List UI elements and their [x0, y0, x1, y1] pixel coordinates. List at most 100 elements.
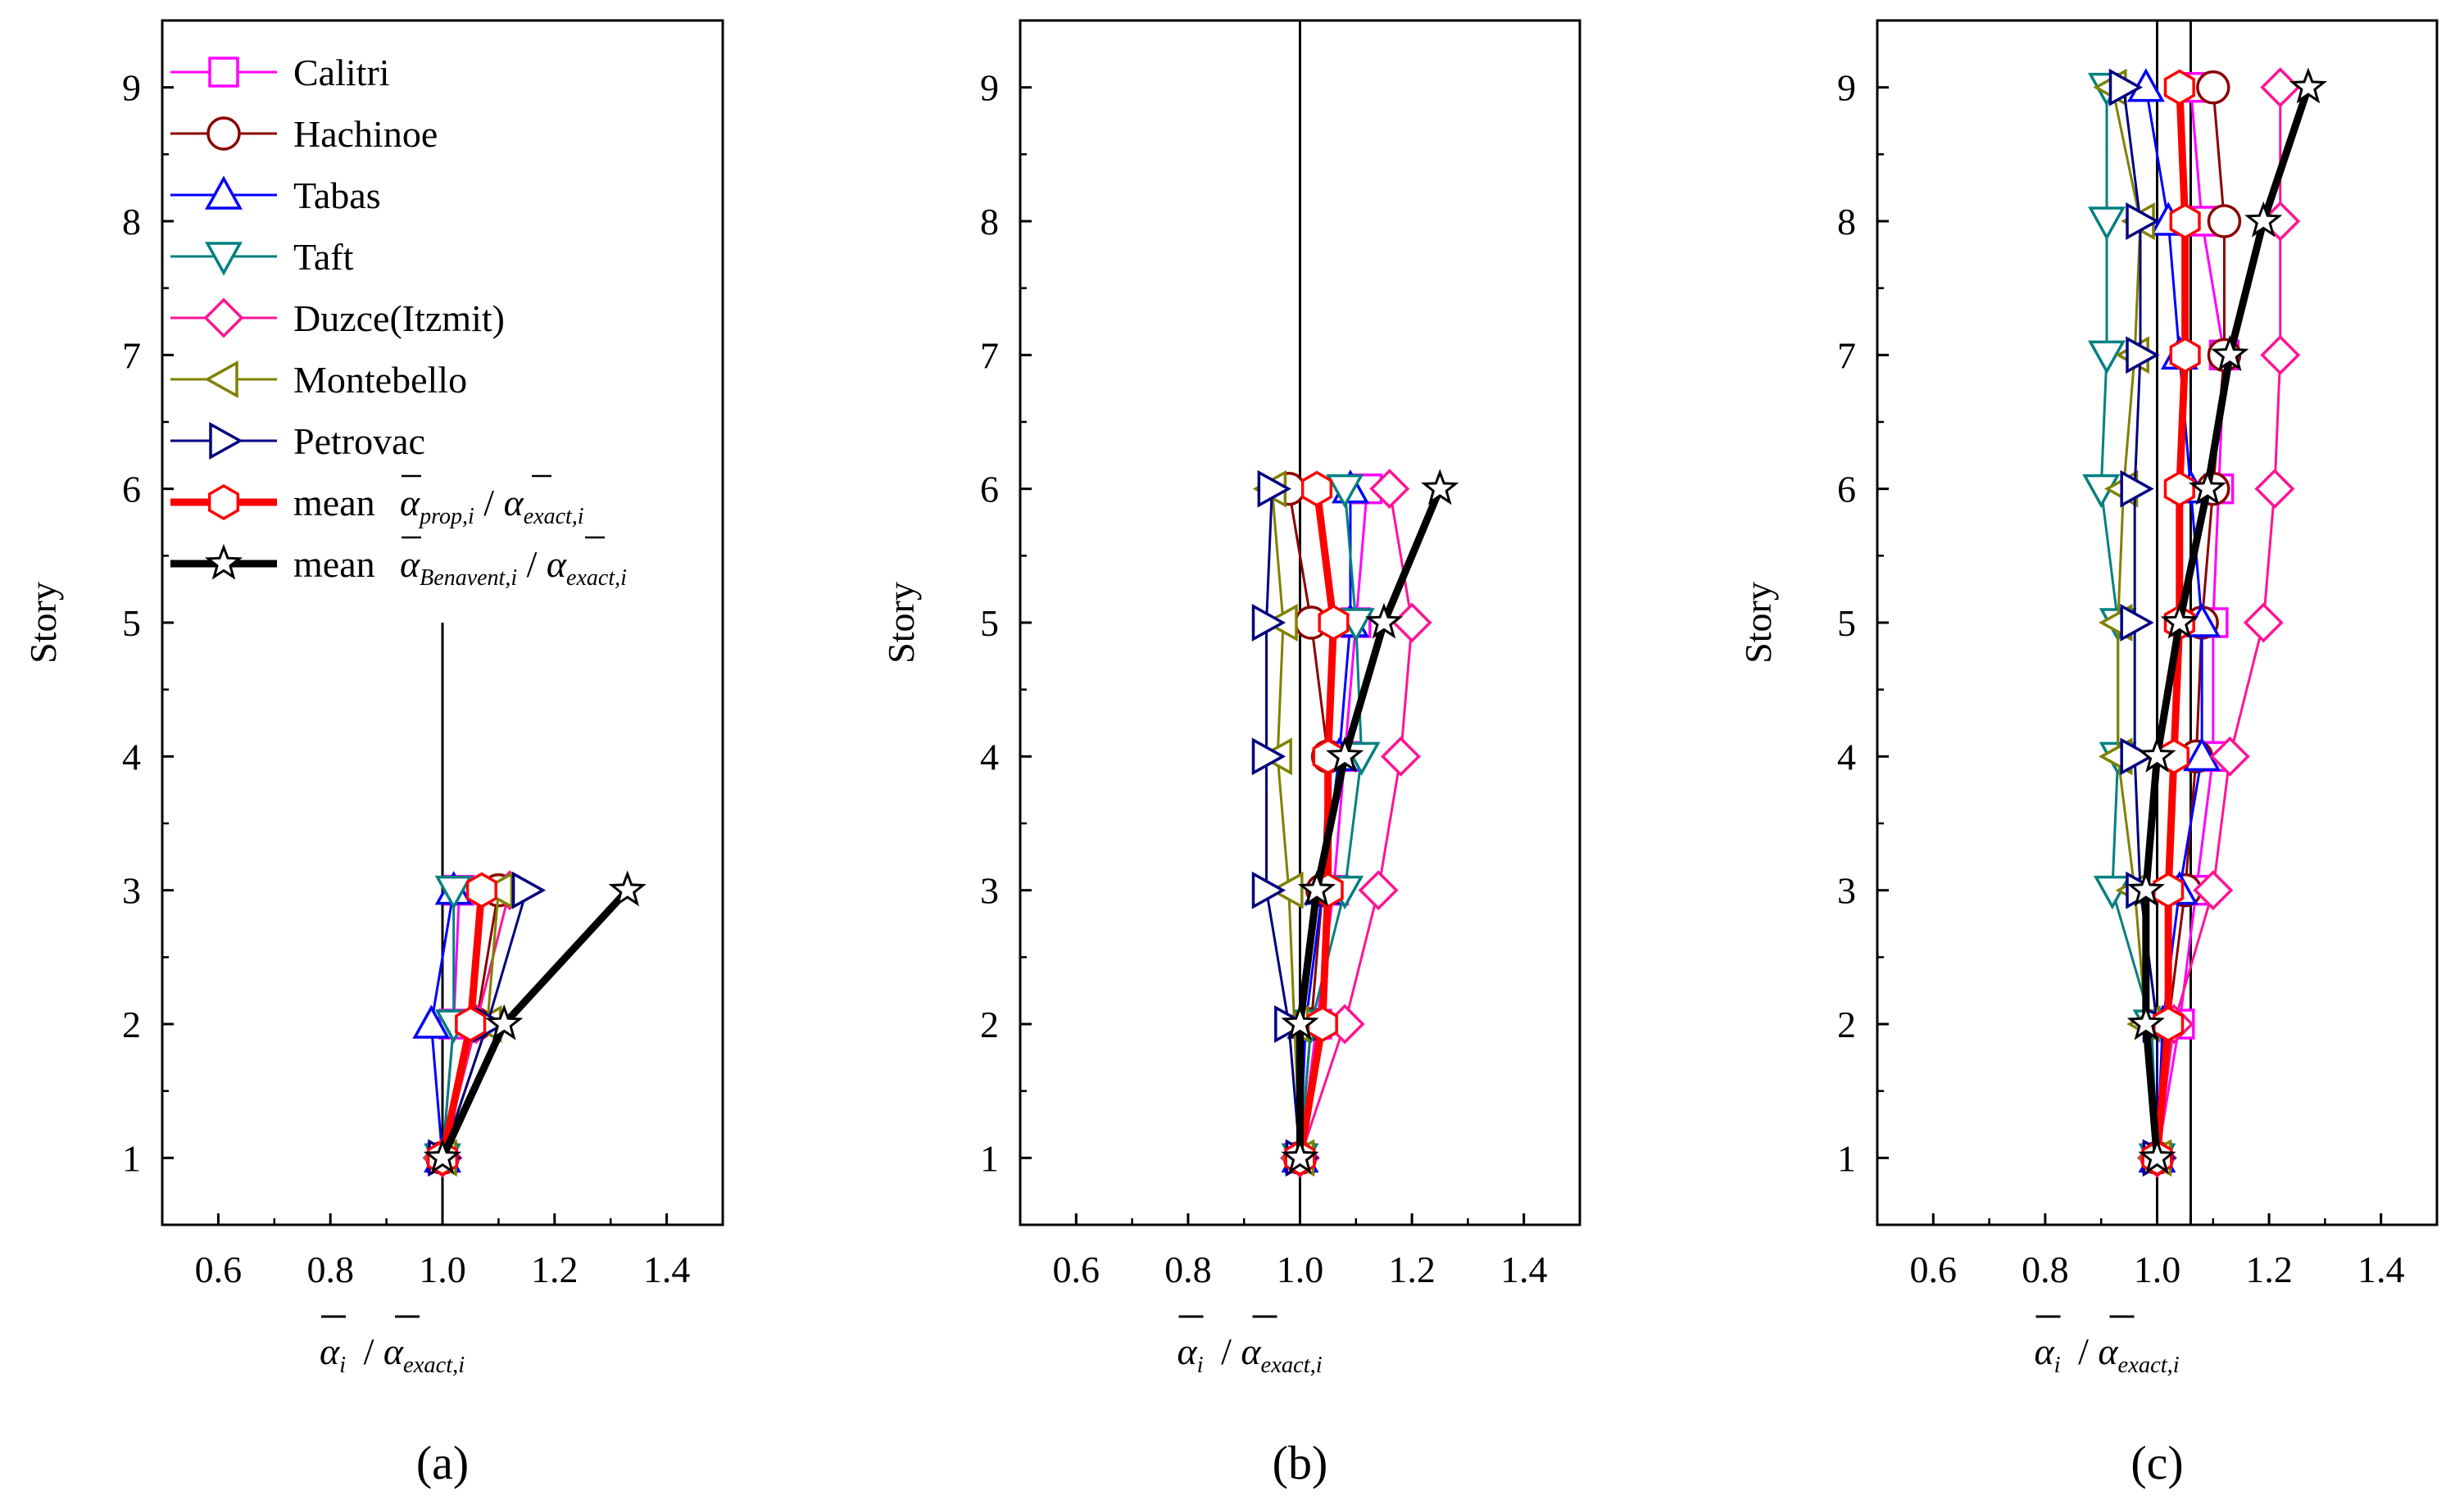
x-tick-label: 0.8	[1164, 1249, 1212, 1290]
data-point	[1380, 736, 1421, 777]
x-tick-label: 1.4	[1500, 1249, 1548, 1290]
legend-entry: Petrovac	[170, 420, 425, 462]
data-point	[434, 875, 473, 910]
x-axis-label: αi / αexact,i	[320, 1315, 465, 1378]
legend-label: Petrovac	[293, 420, 425, 462]
legend-marker	[205, 242, 243, 276]
legend-entry: Calitri	[170, 52, 390, 93]
x-tick-label: 1.0	[1277, 1249, 1324, 1290]
data-point	[1257, 469, 1291, 508]
y-tick-label: 4	[1837, 736, 1856, 777]
data-point	[485, 1004, 524, 1040]
y-tick-label: 9	[122, 67, 141, 109]
panel-a: 0.6 0.8 1.0 1.2 1.4 1 2 3 4 5 6 7 8 9 Story αi / αexact…	[22, 19, 724, 1489]
data-point	[2120, 604, 2154, 641]
legend-label: Duzce(Itzmit)	[293, 297, 505, 339]
y-tick-label: 2	[1837, 1004, 1856, 1045]
x-axis-label-text: αi / αexact,i	[1178, 1330, 1323, 1378]
data-point	[2120, 737, 2154, 776]
data-point	[2088, 206, 2126, 241]
x-tick-label: 1.0	[419, 1249, 466, 1290]
x-tick-label: 1.0	[2134, 1249, 2181, 1290]
data-point	[2120, 469, 2154, 508]
data-point	[2138, 1138, 2176, 1174]
panel-label: (c)	[2130, 1436, 2183, 1489]
legend-label: Montebello	[293, 359, 467, 401]
y-tick-label: 8	[1837, 201, 1856, 243]
y-tick-label: 2	[122, 1004, 141, 1045]
legend-entry: Duzce(Itzmit)	[170, 297, 505, 339]
data-point	[2254, 469, 2295, 510]
legend-entry: Tabas	[170, 175, 381, 216]
data-point	[1421, 469, 1459, 505]
y-tick-label: 9	[980, 67, 999, 109]
series-mean-8	[423, 870, 647, 1174]
data-point	[1391, 602, 1432, 643]
data-point	[465, 872, 497, 909]
y-tick-label: 7	[1837, 334, 1856, 376]
legend-math: αBenavent,i / αexact,i	[400, 543, 627, 591]
data-point	[1281, 1004, 1319, 1040]
legend-marker	[205, 175, 243, 210]
data-point	[2169, 337, 2201, 374]
y-tick-label: 6	[1837, 469, 1856, 510]
data-point	[2126, 202, 2160, 240]
x-tick-label: 0.6	[1053, 1249, 1100, 1290]
data-point	[511, 871, 547, 909]
data-point	[455, 1005, 487, 1043]
data-point	[2183, 737, 2221, 772]
data-point	[1297, 870, 1336, 907]
y-tick-label: 2	[980, 1004, 999, 1045]
series-line	[1296, 487, 1444, 1158]
x-axis-label-text: αi / αexact,i	[320, 1330, 465, 1378]
legend-label: Tabas	[293, 175, 381, 216]
data-point	[2160, 602, 2199, 639]
y-tick-label: 9	[1837, 67, 1856, 109]
data-point	[2153, 872, 2185, 909]
series-line	[1299, 488, 1364, 1158]
legend-entry: Hachinoe	[170, 113, 438, 155]
panel-label: (a)	[416, 1436, 469, 1489]
y-tick-label: 4	[980, 736, 999, 777]
data-point	[2289, 67, 2328, 104]
data-point	[2209, 736, 2250, 777]
legend-entry: mean αBenavent,i / αexact,i	[170, 536, 627, 591]
legend-label: Hachinoe	[293, 113, 438, 155]
data-point	[2126, 336, 2160, 374]
data-point	[1306, 1005, 1338, 1043]
y-tick-label: 5	[980, 602, 999, 644]
x-tick-label: 0.8	[2022, 1249, 2069, 1290]
legend-entry: Taft	[170, 236, 354, 278]
data-point	[1318, 604, 1350, 641]
data-point	[2153, 1005, 2185, 1043]
x-tick-label: 0.6	[195, 1249, 243, 1290]
data-point	[1251, 871, 1286, 909]
y-tick-label: 4	[122, 736, 141, 777]
x-axis-label-text: αi / αexact,i	[2035, 1330, 2180, 1378]
legend-label: Taft	[293, 236, 354, 278]
legend-marker	[204, 360, 238, 398]
series-line	[1265, 488, 1301, 1158]
legend-label: mean	[293, 482, 375, 524]
y-tick-label: 7	[122, 334, 141, 376]
data-point	[2088, 340, 2126, 374]
series-line	[1270, 488, 1301, 1158]
data-point	[1364, 602, 1404, 639]
legend-entry: Montebello	[170, 359, 467, 401]
data-point	[608, 870, 647, 907]
data-point	[2126, 1004, 2165, 1040]
data-point	[1358, 870, 1399, 911]
panel-label: (b)	[1273, 1436, 1328, 1489]
x-axis-label: αi / αexact,i	[1178, 1315, 1323, 1378]
data-point	[2163, 69, 2195, 106]
data-point	[1251, 737, 1286, 776]
data-point	[2207, 204, 2242, 238]
legend: Calitri Hachinoe Tabas Taft Duzce(Itzmit) Mon…	[170, 52, 627, 591]
legend-marker	[204, 543, 243, 580]
legend-marker	[203, 297, 244, 338]
y-tick-label: 7	[980, 334, 999, 376]
y-tick-label: 3	[1837, 870, 1856, 912]
data-point	[1251, 604, 1286, 641]
data-point	[2163, 470, 2195, 507]
